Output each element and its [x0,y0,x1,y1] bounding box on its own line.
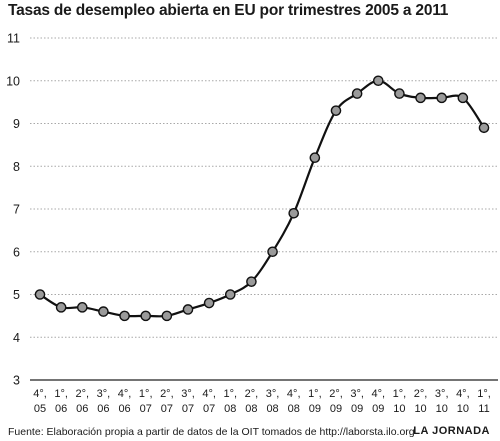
x-tick-label: 06 [97,403,109,415]
data-point [478,122,490,134]
x-tick-label: 10 [414,403,426,415]
brand-logo-text: LA JORNADA [413,425,490,437]
x-tick-label: 4°, [202,388,216,400]
data-point [76,302,88,313]
x-tick-label: 08 [266,403,278,415]
y-tick-label: 10 [6,74,20,88]
data-points [34,75,490,322]
x-tick-label: 1°, [139,388,153,400]
y-axis-ticks: 3 4 5 6 7 8 9 10 11 [6,32,20,388]
x-tick-label: 07 [140,403,152,415]
data-point [203,297,215,309]
x-tick-label: 08 [245,403,257,415]
x-tick-label: 1°, [393,388,407,400]
data-point [161,310,173,322]
data-point [457,92,469,104]
data-point [224,289,236,300]
x-tick-label: 1°, [54,388,68,400]
y-tick-label: 5 [13,288,20,302]
y-tick-label: 11 [7,32,20,46]
data-point [394,88,405,99]
x-tick-label: 2°, [160,388,174,400]
y-tick-label: 7 [13,203,20,217]
x-tick-label: 08 [224,403,236,415]
x-tick-label: 09 [309,403,321,415]
x-tick-label: 09 [351,403,363,415]
x-tick-label: 4°, [33,388,47,400]
data-point [267,246,278,258]
data-point [55,302,67,313]
x-tick-label: 1°, [308,388,322,400]
chart-title: Tasas de desempleo abierta en EU por tri… [8,2,449,19]
x-tick-label: 1°, [223,388,237,400]
x-tick-label: 2°, [329,388,343,400]
grid-lines [30,37,498,381]
x-tick-label: 10 [436,403,448,415]
x-tick-label: 3°, [266,388,280,400]
x-tick-label: 1°, [477,388,491,400]
y-tick-label: 4 [13,331,20,345]
series-path [38,79,486,318]
data-point [140,310,152,322]
data-point [288,207,300,219]
x-tick-label: 09 [330,403,342,415]
x-tick-label: 09 [372,403,384,415]
data-point [436,92,448,104]
x-tick-label: 3°, [181,388,195,400]
x-tick-label: 08 [288,403,300,415]
x-tick-label: 06 [55,403,67,415]
x-tick-label: 3°, [435,388,449,400]
y-tick-label: 9 [13,117,20,131]
data-point [182,304,194,315]
x-tick-label: 3°, [350,388,364,400]
x-tick-label: 2°, [245,388,259,400]
x-tick-label: 2°, [75,388,89,400]
data-point [372,75,384,87]
x-tick-label: 4°, [371,388,385,400]
x-axis-ticks: 4°, 05 1°, 06 2°, 06 3°, 06 4°, 06 1°, 07 2°, 07 3°, 07… [33,388,491,415]
x-tick-label: 10 [393,403,405,415]
x-tick-label: 4°, [456,388,470,400]
x-tick-label: 07 [203,403,215,415]
data-point [119,310,130,322]
data-point [98,306,109,317]
y-tick-label: 3 [13,374,20,388]
y-tick-label: 6 [13,245,20,259]
x-tick-label: 2°, [414,388,428,400]
data-point [34,289,46,300]
data-point [309,152,321,163]
x-tick-label: 11 [478,403,489,415]
x-tick-label: 4°, [118,388,132,400]
x-tick-label: 05 [34,403,46,415]
x-tick-label: 4°, [287,388,301,400]
x-tick-label: 10 [457,403,469,415]
series-line [38,79,486,318]
y-tick-label: 8 [13,160,20,174]
x-tick-label: 07 [161,403,173,415]
data-point [415,92,426,104]
x-tick-label: 06 [118,403,130,415]
data-point [351,88,363,99]
x-tick-label: 06 [76,403,88,415]
data-point [330,105,342,116]
data-point [246,276,257,287]
x-tick-label: 3°, [97,388,111,400]
x-tick-label: 07 [182,403,194,415]
source-note: Fuente: Elaboración propia a partir de d… [8,426,415,438]
